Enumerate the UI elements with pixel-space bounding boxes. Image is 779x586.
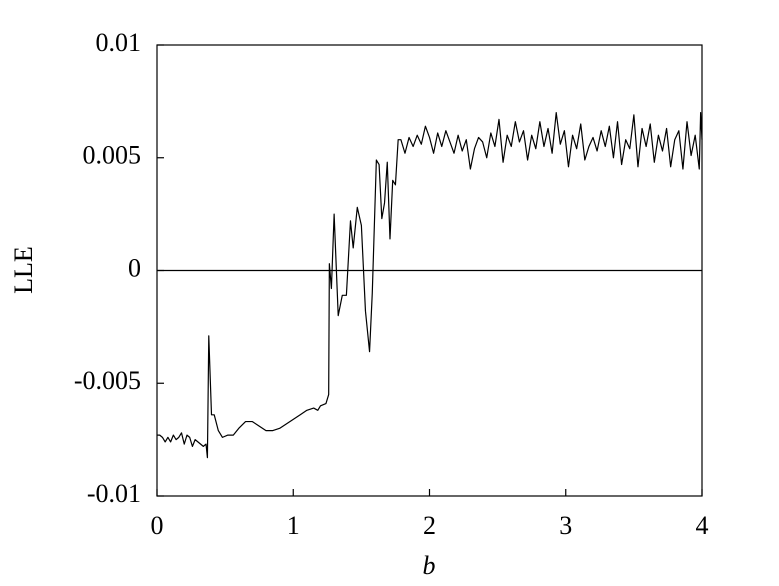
- x-tick-label: 2: [423, 511, 436, 540]
- data-line: [157, 112, 703, 459]
- y-axis-label: LLE: [9, 246, 38, 294]
- x-tick-label: 1: [287, 511, 300, 540]
- y-tick-label: 0: [128, 253, 141, 282]
- x-tick-label: 4: [696, 511, 709, 540]
- y-tick-label: 0.005: [83, 141, 142, 170]
- x-tick-label: 0: [151, 511, 164, 540]
- x-tick-label: 3: [559, 511, 572, 540]
- x-axis-label: b: [423, 551, 436, 580]
- y-tick-label: -0.005: [74, 366, 141, 395]
- y-tick-label: -0.01: [87, 479, 141, 508]
- y-tick-label: 0.01: [96, 28, 142, 57]
